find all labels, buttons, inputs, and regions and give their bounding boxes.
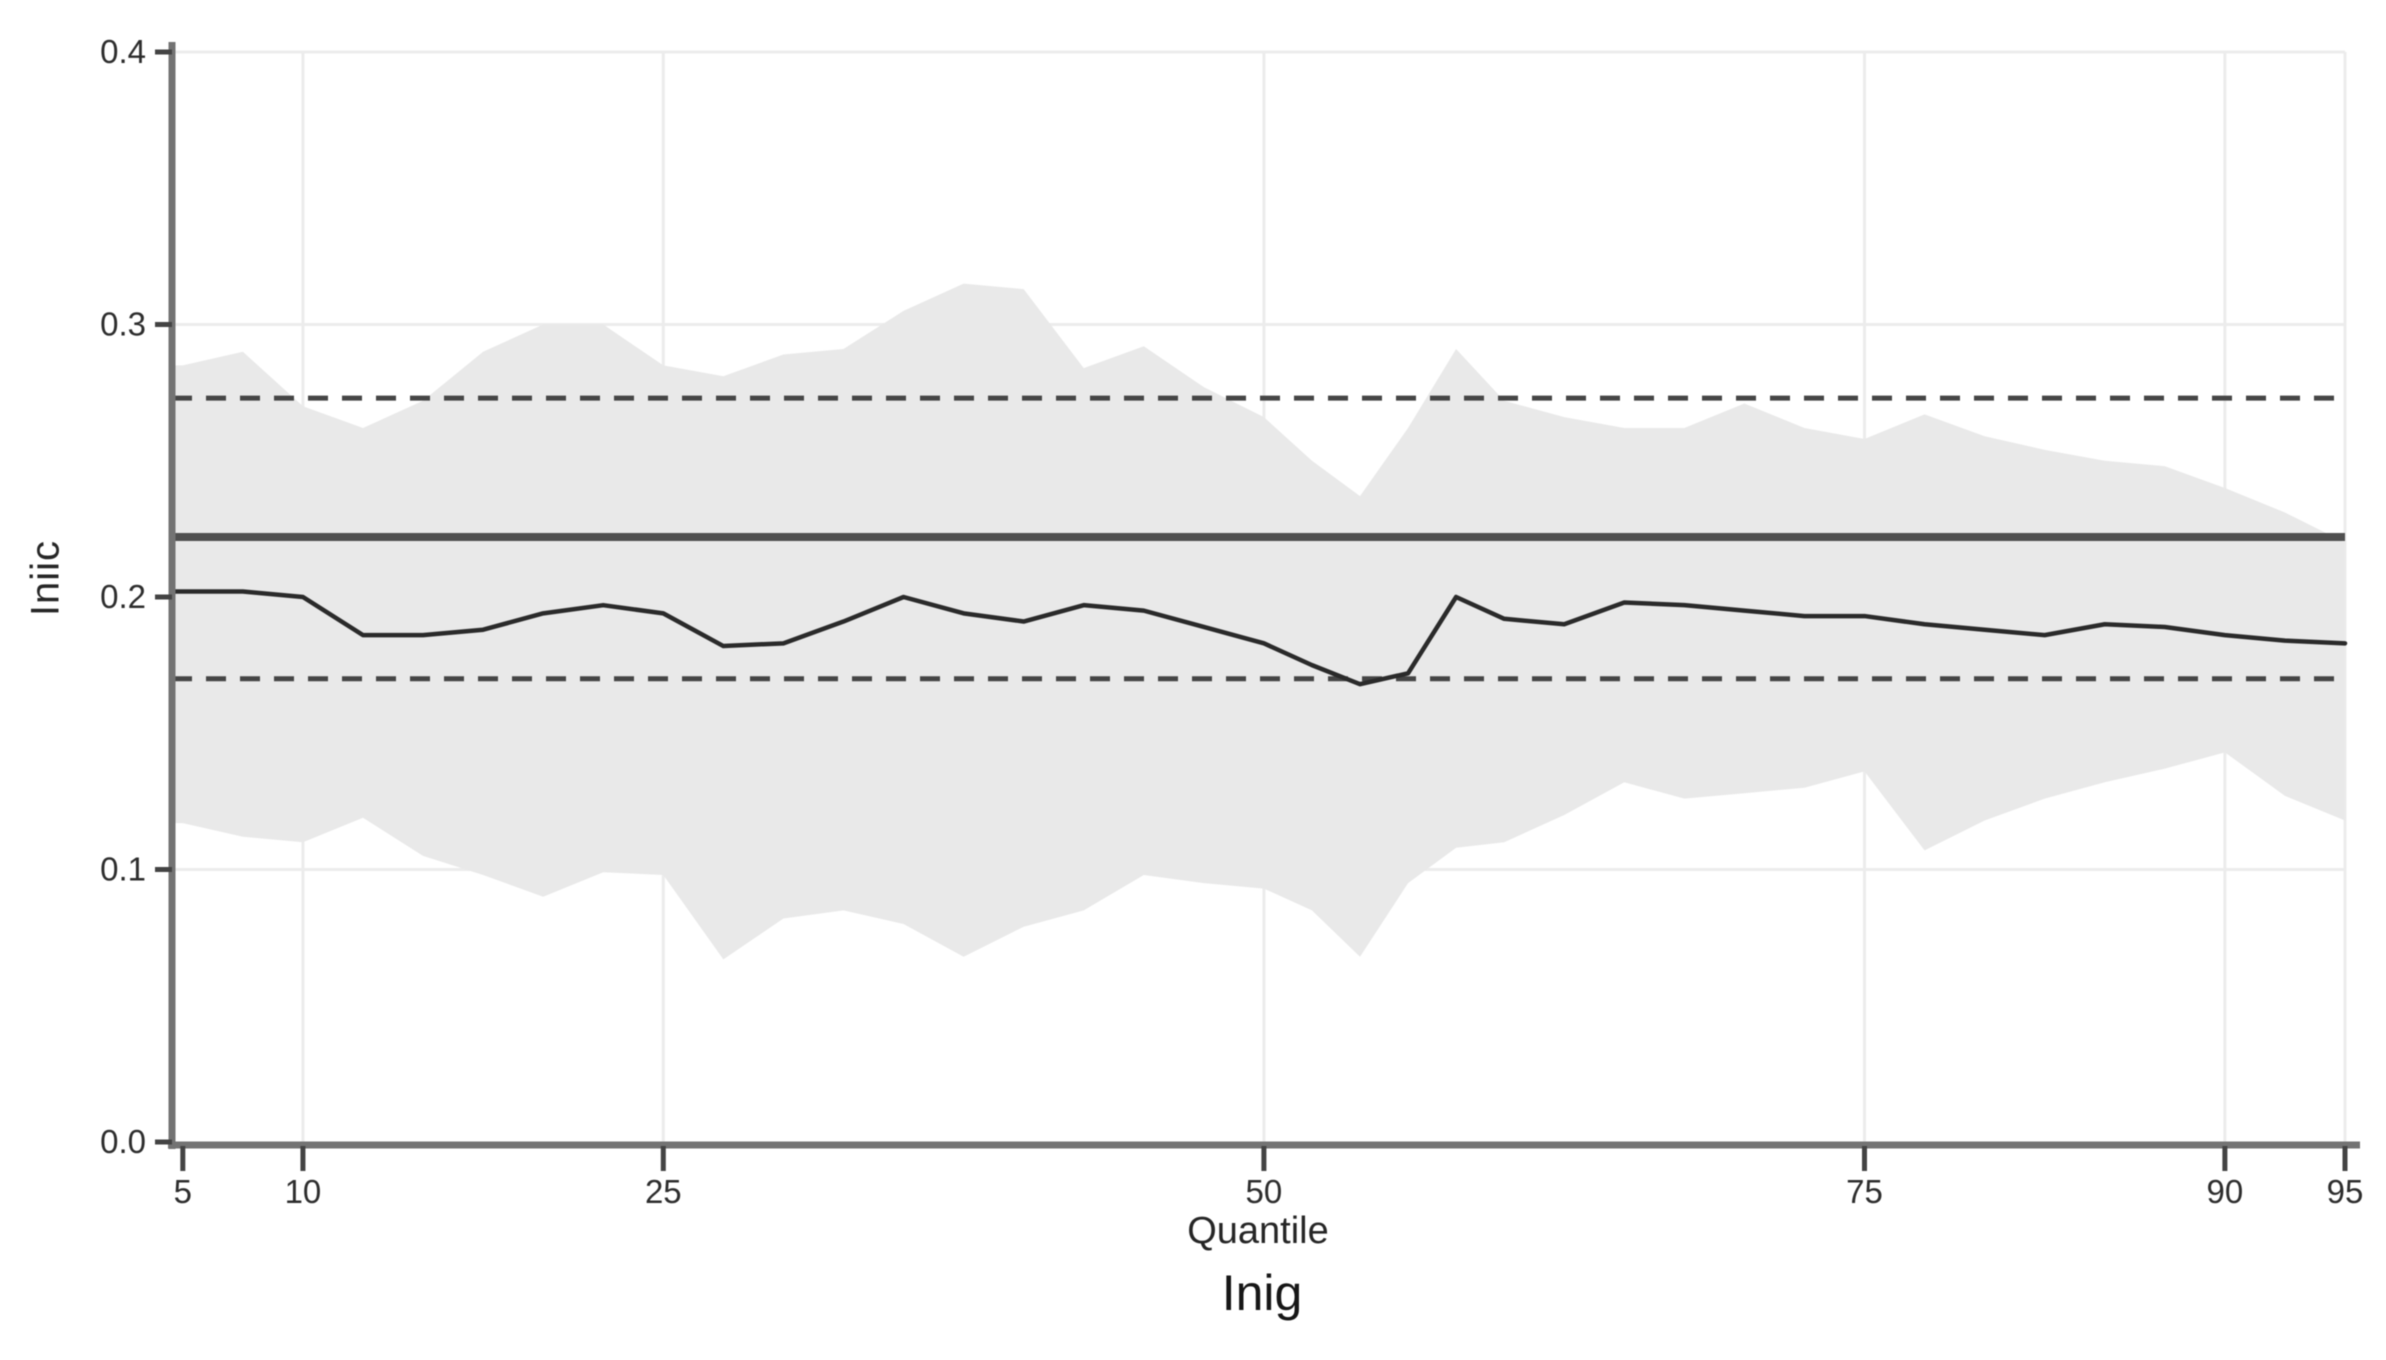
x-tick-label: 90: [2207, 1173, 2244, 1210]
x-tick-label: 50: [1246, 1173, 1283, 1210]
x-tick-label: 5: [174, 1173, 192, 1210]
y-axis-label: Iniic: [23, 539, 68, 617]
y-tick-label: 0.2: [100, 578, 146, 615]
confidence-band: [172, 283, 2345, 960]
x-axis-label: Quantile: [1187, 1210, 1329, 1252]
y-tick-label: 0.4: [100, 33, 146, 70]
y-tick-label: 0.3: [100, 306, 146, 343]
x-tick-label: 95: [2327, 1173, 2364, 1210]
y-tick-label: 0.0: [100, 1123, 146, 1160]
x-tick-label: 75: [1846, 1173, 1883, 1210]
quantile-coefficient-line: [169, 589, 2348, 687]
x-tick-label: 10: [285, 1173, 322, 1210]
x-tick-label: 25: [645, 1173, 682, 1210]
y-tick-label: 0.1: [100, 851, 146, 888]
chart-title: Inig: [1221, 1265, 1303, 1321]
